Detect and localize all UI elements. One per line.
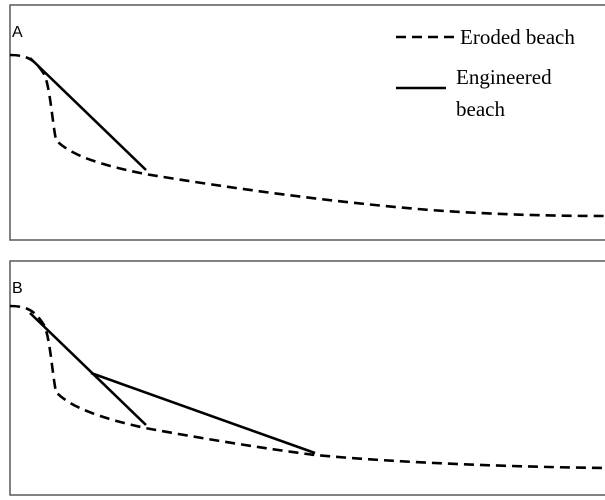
panel-a-engineered-profile <box>29 57 147 171</box>
legend-eroded-label: Eroded beach <box>460 25 575 49</box>
panel-a-frame <box>9 4 605 241</box>
panel-b: B <box>9 260 605 496</box>
panel-a-eroded-profile <box>9 53 605 218</box>
legend-engineered-label-line2: beach <box>456 97 505 121</box>
legend: Eroded beach Engineered beach <box>396 25 575 121</box>
panel-b-frame <box>9 260 605 496</box>
panel-a: A <box>9 4 605 241</box>
panel-a-label: A <box>12 24 23 41</box>
panel-b-label: B <box>12 280 23 297</box>
panel-b-engineered-profile-1 <box>29 312 147 426</box>
legend-engineered-label-line1: Engineered <box>456 65 552 89</box>
panel-b-eroded-profile <box>9 304 605 470</box>
panel-b-engineered-profile-2 <box>90 371 316 455</box>
